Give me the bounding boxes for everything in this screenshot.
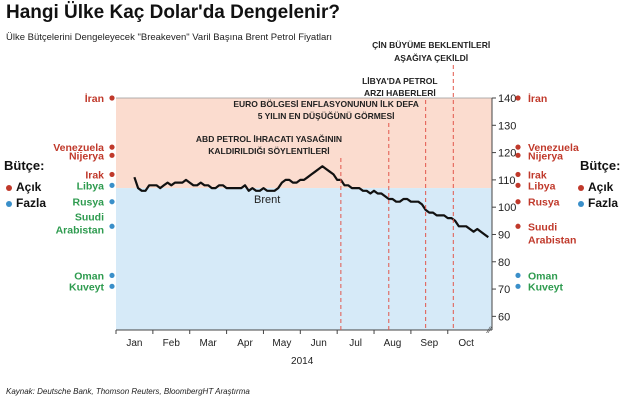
event-label: ÇİN BÜYÜME BEKLENTİLERİ <box>372 40 490 50</box>
budget-label-right: Bütçe: <box>580 158 621 173</box>
legend-deficit-label: Açık <box>16 180 42 194</box>
legend-deficit-right: Açık <box>578 180 613 194</box>
surplus-dot-icon <box>6 200 12 207</box>
y-tick-label: 110 <box>498 175 516 187</box>
country-label: Kuveyt <box>528 281 564 293</box>
source-note: Kaynak: Deutsche Bank, Thomson Reuters, … <box>6 387 250 396</box>
axis-break-mark: ⁄⁄ <box>486 325 493 335</box>
budget-label-left: Bütçe: <box>4 158 45 173</box>
event-label: ARZI HABERLERİ <box>364 88 436 98</box>
country-label: Arabistan <box>528 234 576 246</box>
country-label: Irak <box>85 169 104 181</box>
country-dot <box>109 182 115 188</box>
y-tick-label: 130 <box>498 120 516 132</box>
legend-surplus-left: Fazla <box>6 196 46 210</box>
x-tick-label: Mar <box>200 338 218 349</box>
x-axis-label: 2014 <box>291 356 314 367</box>
legend-surplus-label: Fazla <box>16 196 47 210</box>
y-tick-label: 120 <box>498 148 516 160</box>
brent-line <box>133 165 489 239</box>
country-dot <box>109 152 115 158</box>
surplus-dot-icon <box>578 200 584 207</box>
country-dot <box>515 152 521 158</box>
event-label: 5 YILIN EN DÜŞÜĞÜNÜ GÖRMESİ <box>258 110 395 121</box>
y-tick-label: 70 <box>498 284 510 296</box>
country-label: Nijerya <box>528 150 563 162</box>
y-tick-label: 140 <box>498 93 516 105</box>
country-label: Suudi <box>75 211 104 223</box>
country-label: Rusya <box>528 197 560 209</box>
country-dot <box>515 144 521 150</box>
country-dot <box>109 272 115 279</box>
country-label: Oman <box>74 270 104 282</box>
x-tick-label: May <box>272 338 291 349</box>
y-tick-label: 100 <box>498 202 516 214</box>
x-tick-label: Jan <box>126 338 142 349</box>
country-dot <box>109 144 115 150</box>
country-label: Venezuela <box>528 142 579 154</box>
surplus-zone <box>116 188 492 330</box>
country-dot <box>515 95 521 101</box>
x-tick-label: Apr <box>237 338 253 349</box>
chart-subtitle: Ülke Bütçelerini Dengeleyecek "Breakeven… <box>6 32 333 43</box>
event-label: KALDIRILDIĞI SÖYLENTİLERİ <box>208 145 329 156</box>
x-tick-label: Aug <box>384 338 402 349</box>
country-label: Venezuela <box>53 142 104 154</box>
y-tick-label: 80 <box>498 257 510 269</box>
country-dot <box>515 171 521 178</box>
country-label: İran <box>528 92 547 105</box>
country-dot <box>515 182 521 188</box>
country-label: Nijerya <box>69 150 104 162</box>
country-dot <box>109 223 115 229</box>
legend-deficit-label: Açık <box>588 180 614 194</box>
x-tick-label: Feb <box>163 338 181 349</box>
country-dot <box>109 199 115 205</box>
series-label: Brent <box>254 194 280 206</box>
deficit-dot-icon <box>6 184 12 191</box>
country-dot <box>109 95 115 101</box>
y-tick-label: 90 <box>498 229 510 241</box>
y-tick-label: 60 <box>498 311 510 323</box>
country-dot <box>109 283 115 289</box>
country-label: Suudi <box>528 221 557 233</box>
x-tick-label: Jun <box>311 338 327 349</box>
deficit-dot-icon <box>578 184 584 191</box>
country-dot <box>515 199 521 205</box>
legend-surplus-right: Fazla <box>578 196 618 210</box>
x-tick-label: Oct <box>458 338 474 349</box>
country-dot <box>515 272 521 279</box>
event-label: ABD PETROL İHRACATI YASAĞININ <box>196 133 342 144</box>
country-label: Irak <box>528 169 547 181</box>
country-label: Arabistan <box>56 224 104 236</box>
legend-deficit-left: Açık <box>6 180 41 194</box>
country-label: Rusya <box>72 197 104 209</box>
country-dot <box>109 171 115 178</box>
legend-surplus-label: Fazla <box>588 196 619 210</box>
country-label: İran <box>85 92 104 105</box>
chart-title: Hangi Ülke Kaç Dolar'da Dengelenir? <box>6 2 340 23</box>
country-dot <box>515 223 521 229</box>
country-label: Libya <box>77 180 105 192</box>
country-dot <box>515 283 521 289</box>
event-label: AŞAĞIYA ÇEKİLDİ <box>394 52 468 63</box>
deficit-zone <box>116 98 492 189</box>
country-label: Kuveyt <box>69 281 105 293</box>
x-tick-label: Jul <box>349 338 362 349</box>
country-label: Oman <box>528 270 558 282</box>
x-tick-label: Sep <box>420 338 438 349</box>
event-label: EURO BÖLGESİ ENFLASYONUNUN İLK DEFA <box>233 99 419 109</box>
country-label: Libya <box>528 180 556 192</box>
event-label: LİBYA'DA PETROL <box>362 76 438 86</box>
